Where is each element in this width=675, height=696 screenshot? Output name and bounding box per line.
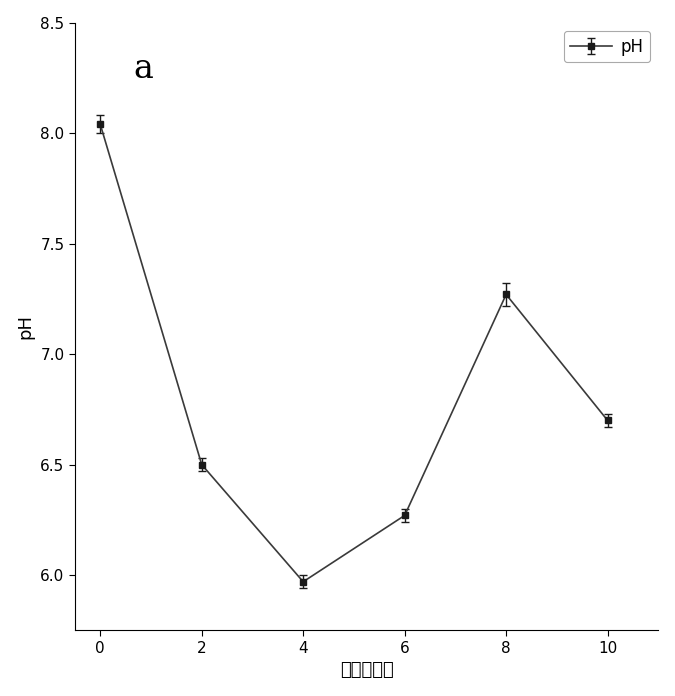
X-axis label: 时间（天）: 时间（天） [340, 661, 394, 679]
Text: a: a [133, 53, 153, 85]
Legend: pH: pH [564, 31, 650, 63]
Y-axis label: pH: pH [17, 314, 34, 339]
